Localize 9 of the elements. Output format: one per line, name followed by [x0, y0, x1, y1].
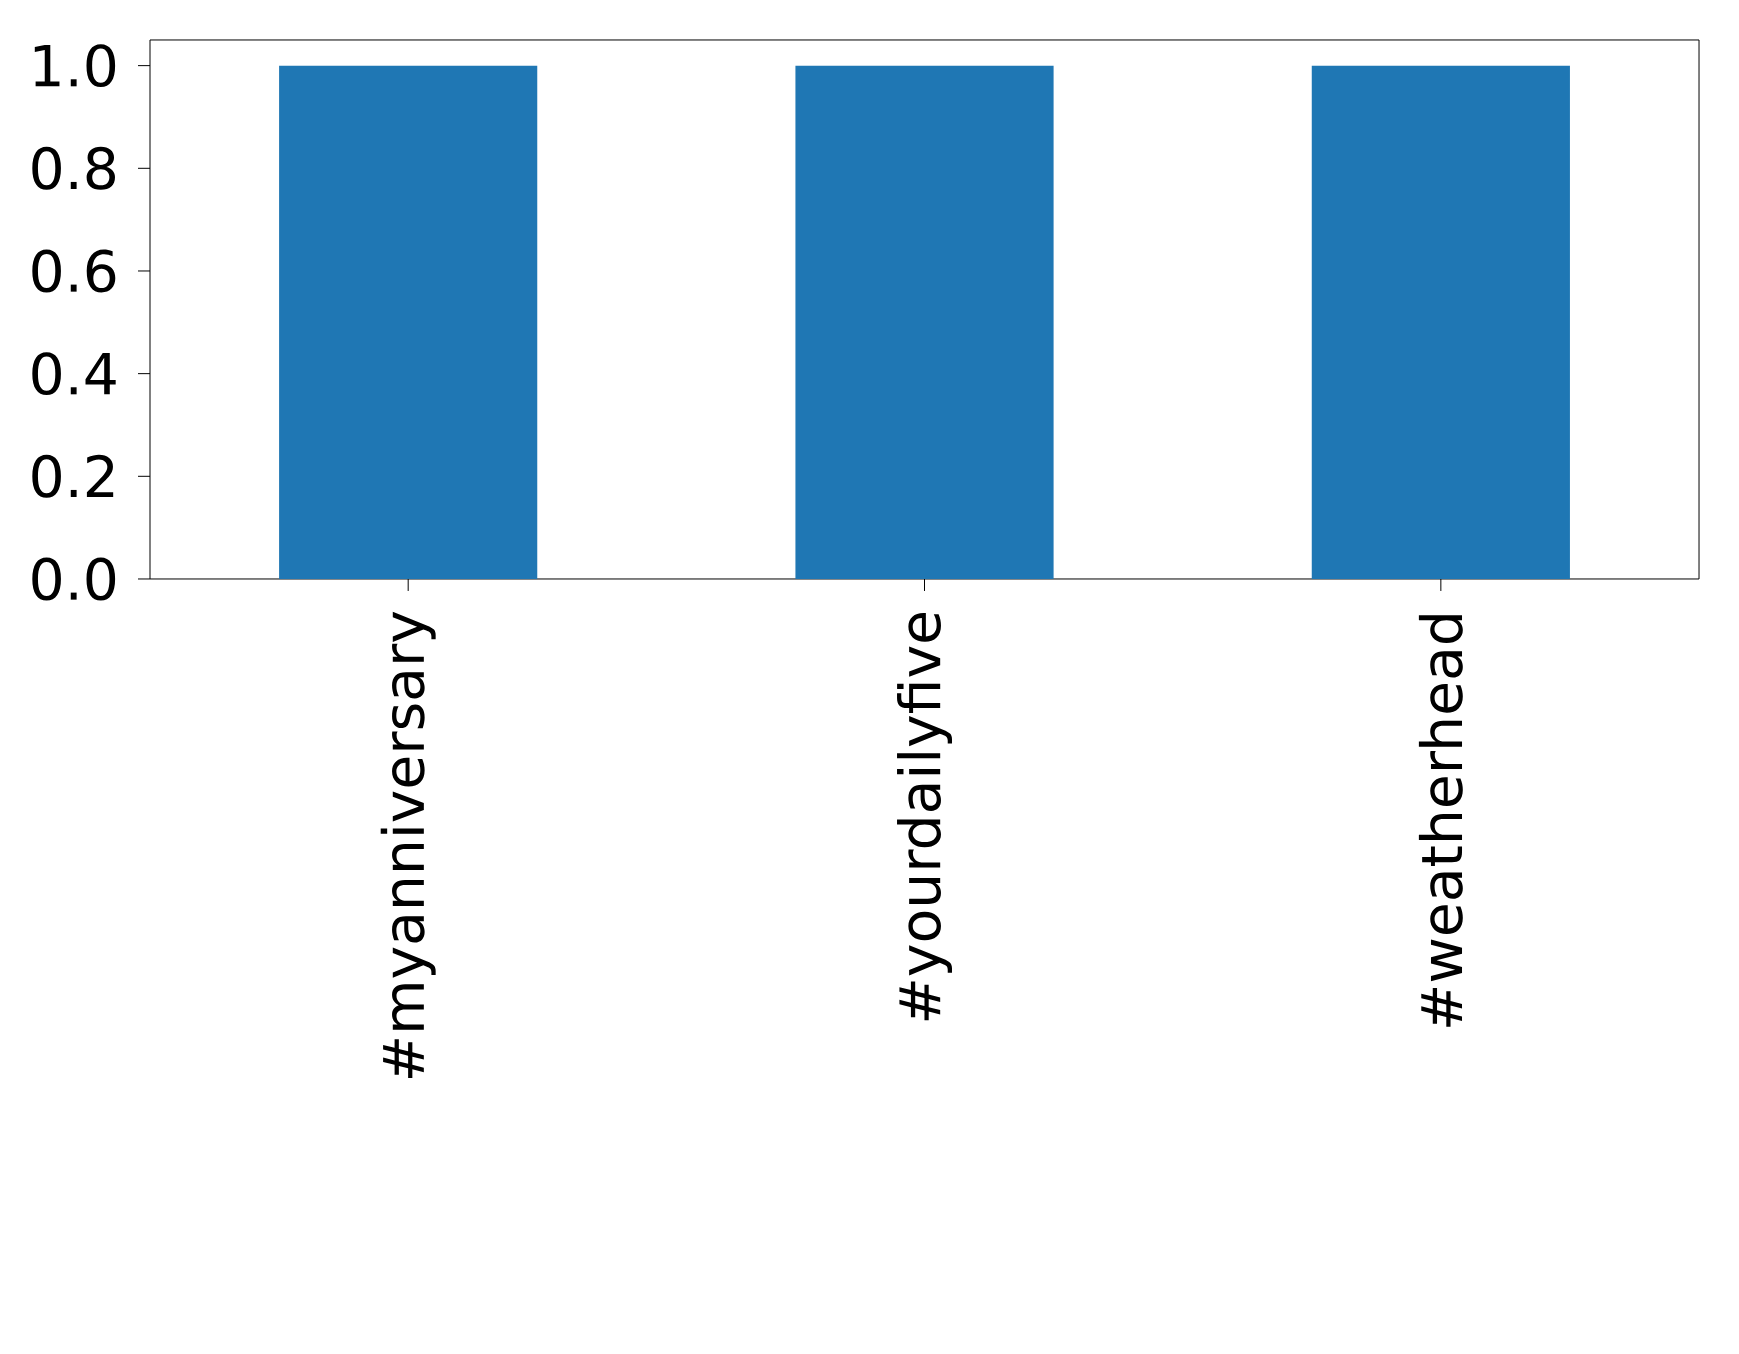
x-tick-label: #yourdailyfive [897, 613, 952, 1021]
x-tick-label: #myanniversary [380, 611, 436, 1079]
y-tick-label: 0.0 [32, 557, 116, 601]
y-tick-label: 0.4 [32, 352, 116, 396]
y-tick-label: 0.8 [32, 146, 115, 190]
y-tick-label: 0.6 [32, 249, 116, 293]
y-tick-label: 1.0 [34, 44, 116, 88]
y-tick-label: 0.2 [32, 454, 114, 498]
x-tick-label: #weatherhead [1418, 615, 1463, 1027]
